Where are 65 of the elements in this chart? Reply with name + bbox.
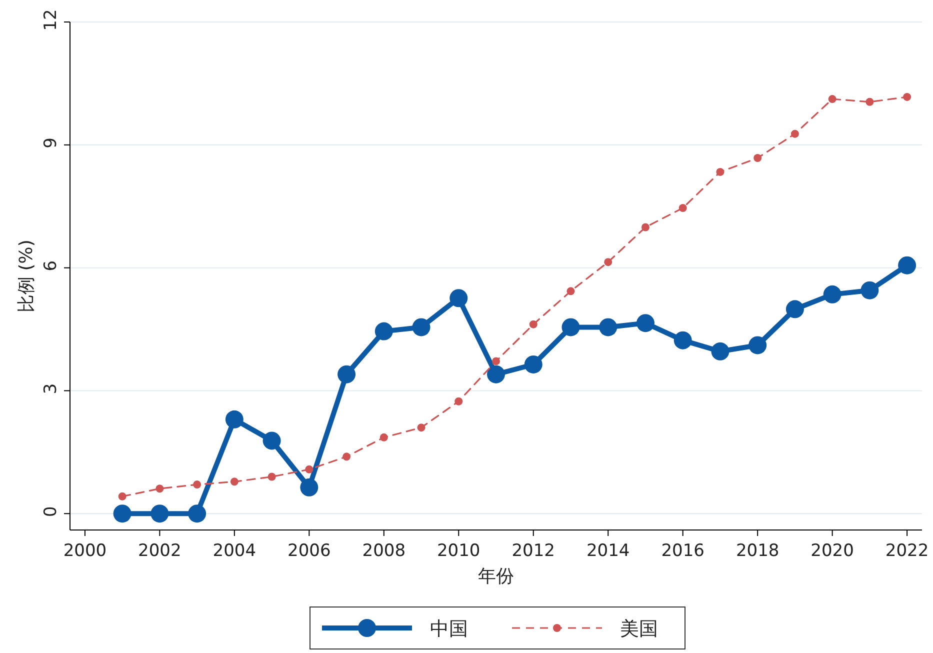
point	[305, 465, 314, 474]
y-tick-label: 0	[41, 506, 61, 518]
point	[338, 365, 356, 384]
point	[711, 342, 730, 360]
x-tick-label: 2022	[885, 541, 929, 561]
point	[524, 355, 542, 374]
x-tick-label: 2012	[512, 541, 555, 561]
y-tick-label: 6	[41, 260, 61, 272]
point	[790, 130, 799, 138]
point	[748, 336, 767, 354]
point	[604, 258, 612, 266]
point	[156, 484, 164, 493]
point	[674, 331, 692, 350]
y-tick-label: 9	[41, 137, 61, 148]
x-tick-label: 2000	[63, 541, 107, 561]
y-axis-title: 比例 (%)	[16, 240, 37, 312]
point	[636, 314, 654, 332]
point	[342, 452, 351, 461]
point	[828, 95, 836, 104]
x-tick-label: 2016	[661, 541, 704, 561]
point	[374, 322, 393, 340]
x-tick-label: 2010	[437, 541, 480, 561]
point	[716, 168, 724, 176]
point	[529, 320, 538, 328]
point	[230, 478, 238, 486]
x-tick-label: 2020	[810, 541, 854, 561]
point	[492, 357, 500, 366]
point	[599, 318, 618, 336]
point	[118, 492, 126, 500]
point	[262, 432, 281, 450]
point	[268, 472, 276, 481]
point	[786, 300, 804, 318]
point	[860, 281, 879, 300]
point	[417, 424, 426, 432]
point	[225, 410, 244, 428]
point	[454, 397, 463, 406]
point	[903, 92, 912, 101]
point	[678, 204, 687, 212]
point	[562, 318, 580, 336]
y-tick-label: 12	[41, 9, 61, 31]
point	[487, 365, 505, 384]
point	[823, 285, 842, 304]
point	[188, 504, 206, 523]
point	[566, 287, 575, 296]
point	[450, 289, 468, 308]
y-tick-label: 3	[41, 383, 61, 394]
point	[150, 504, 169, 523]
point	[754, 154, 762, 162]
x-tick-label: 2008	[362, 541, 406, 561]
point	[641, 223, 650, 232]
x-axis-title: 年份	[478, 566, 514, 587]
point	[113, 504, 132, 523]
legend-label: 美国	[620, 618, 658, 640]
point	[300, 478, 318, 496]
x-tick-label: 2018	[736, 541, 780, 561]
point	[412, 318, 430, 336]
point	[193, 480, 202, 489]
x-tick-label: 2014	[586, 541, 630, 561]
x-tick-label: 2006	[288, 541, 331, 561]
x-tick-label: 2002	[138, 541, 182, 561]
point	[898, 256, 916, 274]
legend-label: 中国	[430, 618, 468, 640]
x-tick-label: 2004	[212, 541, 256, 561]
point	[866, 98, 874, 106]
point	[380, 433, 388, 442]
